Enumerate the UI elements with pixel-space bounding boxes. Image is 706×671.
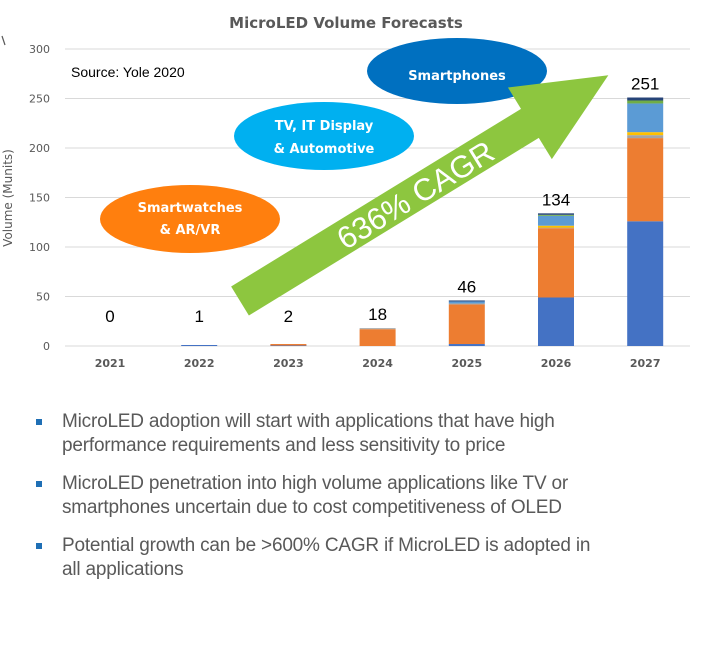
bullet-item: MicroLED penetration into high volume ap… <box>30 472 690 520</box>
bar-segment <box>538 215 574 226</box>
x-tick-label: 2025 <box>451 357 482 370</box>
bullet-text-line: all applications <box>62 559 184 580</box>
category-bubbles: Smartwatches & AR/VR TV, IT Display & Autom… <box>100 38 547 253</box>
bubble-label: Smartwatches <box>138 201 243 216</box>
bar-segment <box>448 344 485 346</box>
axis-corner-mark <box>1 35 6 46</box>
bar-stack-2026 <box>538 213 574 346</box>
y-tick-label: 200 <box>29 142 50 155</box>
bar-stack-2025 <box>448 300 485 346</box>
y-tick-label: 100 <box>29 241 50 254</box>
bullet-item: Potential growth can be >600% CAGR if Mi… <box>30 534 690 582</box>
bar-segment <box>538 213 574 215</box>
bullet-item: MicroLED adoption will start with applic… <box>30 410 690 458</box>
square-bullet-icon <box>36 543 42 549</box>
bar-segment <box>359 328 396 330</box>
y-axis-label: Volume (Munits) <box>1 149 15 247</box>
bullet-list: MicroLED adoption will start with applic… <box>30 410 690 596</box>
x-tick-label: 2021 <box>95 357 126 370</box>
y-tick-label: 50 <box>36 291 50 304</box>
square-bullet-icon <box>36 481 42 487</box>
bar-stack-2023 <box>270 344 307 346</box>
bar-segment <box>448 304 485 345</box>
total-label: 46 <box>457 277 476 296</box>
bar-segment <box>448 303 485 305</box>
bar-segment <box>538 214 574 216</box>
bar-stack-2022 <box>181 345 218 346</box>
total-label: 18 <box>368 305 387 324</box>
bullet-text-line: smartphones uncertain due to cost compet… <box>62 497 562 518</box>
y-axis-ticks: 0 50 100 150 200 250 300 <box>29 43 50 353</box>
bubble-shape <box>234 102 414 170</box>
bubble-shape <box>100 185 280 253</box>
bar-segment <box>627 97 664 101</box>
bar-segment <box>538 297 574 346</box>
bar-segment <box>627 132 664 136</box>
bullet-text-line: MicroLED adoption will start with applic… <box>62 411 555 432</box>
x-tick-label: 2022 <box>184 357 215 370</box>
square-bullet-icon <box>36 419 42 425</box>
y-tick-label: 150 <box>29 192 50 205</box>
bubble-label: TV, IT Display <box>275 119 374 134</box>
bubble-shape <box>367 38 547 104</box>
total-label: 0 <box>105 307 114 326</box>
bar-stack-2024 <box>359 328 396 346</box>
bar-segment <box>627 135 664 139</box>
bullet-text-line: Potential growth can be >600% CAGR if Mi… <box>62 535 591 556</box>
bar-segment <box>627 221 664 346</box>
category-bubble: TV, IT Display & Automotive <box>234 102 414 170</box>
x-tick-label: 2026 <box>541 357 572 370</box>
bar-segment <box>627 138 664 222</box>
y-tick-label: 0 <box>43 340 50 353</box>
bar-segment <box>270 344 307 346</box>
y-tick-label: 300 <box>29 43 50 56</box>
bubble-label: Smartphones <box>408 69 506 84</box>
bar-segment <box>538 228 574 298</box>
bar-segment <box>627 100 664 104</box>
y-tick-label: 250 <box>29 93 50 106</box>
chart-title: MicroLED Volume Forecasts <box>229 14 463 32</box>
bar-stack-2027 <box>627 97 664 346</box>
total-label: 2 <box>284 307 293 326</box>
volume-forecast-chart: MicroLED Volume Forecasts 0 50 100 150 200 25… <box>1 14 690 370</box>
x-axis-ticks: 2021 2022 2023 2024 2025 2026 2027 <box>95 357 661 370</box>
bar-segment <box>538 225 574 228</box>
bullet-text-line: performance requirements and less sensit… <box>62 435 506 456</box>
bar-segment <box>627 103 664 133</box>
bubble-label: & AR/VR <box>160 223 221 238</box>
x-tick-label: 2024 <box>362 357 393 370</box>
bar-segment <box>448 300 485 302</box>
total-label: 251 <box>631 75 659 94</box>
stacked-bars <box>181 97 664 346</box>
total-label: 1 <box>194 307 203 326</box>
bubble-label: & Automotive <box>274 142 375 157</box>
bullet-text-line: MicroLED penetration into high volume ap… <box>62 473 568 494</box>
x-tick-label: 2023 <box>273 357 304 370</box>
source-note: Source: Yole 2020 <box>71 64 185 80</box>
bar-segment <box>448 301 485 304</box>
total-label: 134 <box>542 190 570 209</box>
arrow-body <box>231 75 609 316</box>
bar-segment <box>359 329 396 346</box>
bar-segment <box>181 345 218 346</box>
x-tick-label: 2027 <box>630 357 661 370</box>
category-bubble: Smartwatches & AR/VR <box>100 185 280 253</box>
total-labels: 0 1 2 18 46 134 251 <box>105 75 659 326</box>
category-bubble: Smartphones <box>367 38 547 104</box>
